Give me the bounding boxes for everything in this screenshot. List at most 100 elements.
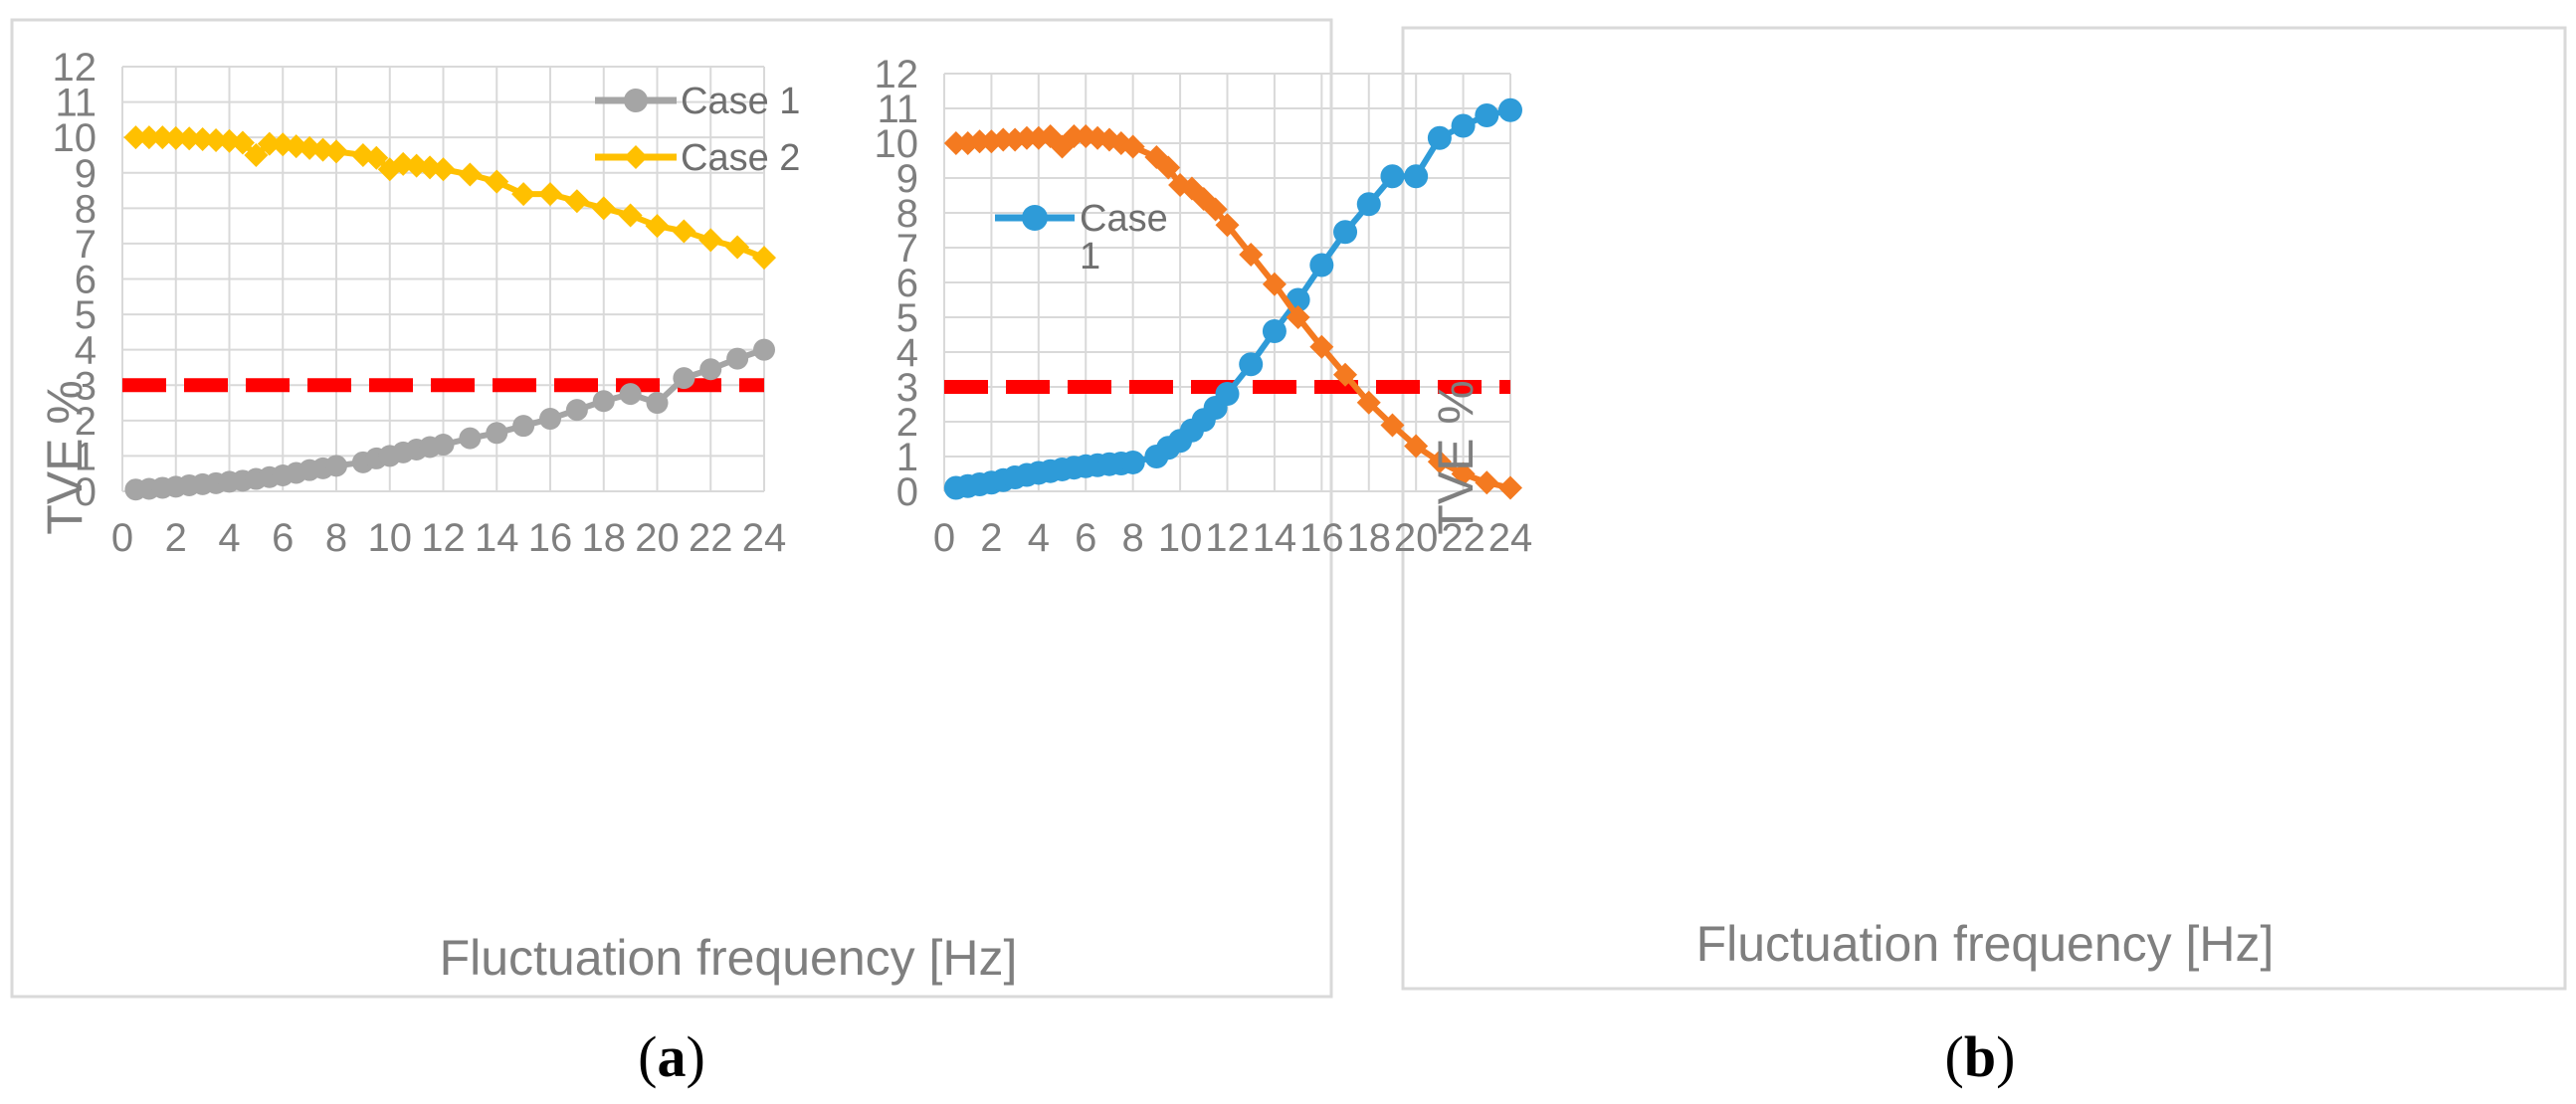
data-point	[364, 145, 389, 170]
data-point	[699, 358, 722, 381]
panel-label-open: (	[1945, 1024, 1964, 1089]
legend: Case 1 Case 2	[595, 81, 800, 179]
data-point	[512, 415, 535, 438]
data-point	[1475, 103, 1499, 127]
data-point	[230, 130, 255, 155]
y-tick-label: 8	[75, 187, 97, 231]
data-point	[1427, 450, 1452, 474]
y-tick-label: 0	[75, 470, 97, 514]
panel-label-letter: a	[658, 1024, 687, 1089]
y-tick-label: 12	[875, 53, 919, 96]
data-point	[1333, 220, 1358, 245]
legend-label: 1	[1080, 236, 1100, 277]
data-point	[459, 427, 482, 450]
x-tick-label: 4	[218, 516, 240, 560]
data-point	[698, 228, 723, 253]
panel-label-b: (b)	[1945, 1024, 2016, 1089]
x-tick-label: 12	[421, 516, 466, 560]
data-point	[1262, 319, 1287, 343]
x-tick-label: 6	[1075, 516, 1096, 560]
data-point	[1451, 113, 1476, 138]
data-point	[673, 367, 695, 390]
data-point	[324, 139, 348, 164]
series-1	[124, 338, 775, 501]
data-point	[458, 162, 483, 187]
panel-label-close: )	[687, 1024, 705, 1089]
legend-marker	[1022, 205, 1048, 231]
data-point	[725, 235, 750, 260]
x-tick-label: 16	[1299, 516, 1344, 560]
data-point	[204, 128, 229, 153]
data-point	[432, 434, 455, 457]
y-tick-label: 5	[75, 293, 97, 337]
y-tick-label: 0	[896, 470, 918, 514]
y-tick-label: 2	[75, 400, 97, 444]
data-point	[564, 189, 589, 214]
legend-marker	[624, 145, 648, 169]
y-tick-label: 6	[75, 259, 97, 302]
x-axis-title: Fluctuation frequency [Hz]	[440, 930, 1018, 986]
x-tick-label: 18	[582, 516, 627, 560]
data-point	[1120, 450, 1145, 474]
data-point	[136, 125, 161, 150]
data-point	[539, 408, 561, 431]
data-point	[485, 169, 509, 194]
gridlines	[943, 73, 1511, 492]
y-tick-label: 1	[75, 435, 97, 478]
data-point	[177, 126, 202, 151]
series-2	[943, 124, 1522, 500]
series-layer	[943, 97, 1522, 500]
data-point	[1239, 243, 1264, 267]
series-2	[123, 125, 776, 271]
data-point	[257, 131, 282, 156]
data-point	[1356, 192, 1381, 217]
x-tick-label: 8	[1122, 516, 1144, 560]
data-point	[431, 157, 456, 182]
data-point	[565, 399, 588, 422]
x-tick-label: 14	[1253, 516, 1297, 560]
data-point	[672, 219, 696, 244]
x-tick-label: 22	[689, 516, 733, 560]
y-tick-label: 2	[896, 401, 918, 445]
x-axis-title: Fluctuation frequency [Hz]	[1696, 916, 2275, 972]
data-point	[1239, 352, 1264, 377]
data-point	[646, 392, 669, 415]
data-point	[645, 214, 670, 239]
data-point	[1215, 382, 1240, 406]
data-point	[752, 246, 776, 271]
legend-label: Case 2	[681, 137, 800, 179]
y-tick-label: 1	[896, 436, 918, 479]
data-point	[1498, 97, 1522, 122]
y-tick-label: 12	[53, 46, 98, 90]
data-point	[511, 182, 536, 207]
data-point	[1203, 197, 1228, 222]
x-tick-label: 20	[635, 516, 680, 560]
y-tick-label: 3	[75, 364, 97, 408]
x-tick-label: 2	[980, 516, 1002, 560]
panel-label-open: (	[638, 1024, 657, 1089]
x-tick-label: 4	[1028, 516, 1050, 560]
y-tick-label: 10	[875, 122, 919, 166]
data-point	[1380, 164, 1405, 189]
x-tick-label: 0	[933, 516, 955, 560]
data-point	[1427, 125, 1452, 150]
data-point	[325, 455, 347, 477]
legend-marker	[624, 89, 648, 112]
y-tick-label: 7	[75, 223, 97, 267]
legend-label: Case 1	[681, 81, 800, 122]
data-point	[591, 196, 616, 221]
y-tick-label: 7	[896, 227, 918, 271]
data-point	[592, 390, 615, 413]
data-point	[619, 383, 642, 406]
data-point	[726, 347, 749, 370]
data-point	[1498, 475, 1522, 500]
x-tick-label: 10	[1158, 516, 1203, 560]
data-point	[1333, 362, 1358, 387]
x-tick-label: 2	[165, 516, 187, 560]
